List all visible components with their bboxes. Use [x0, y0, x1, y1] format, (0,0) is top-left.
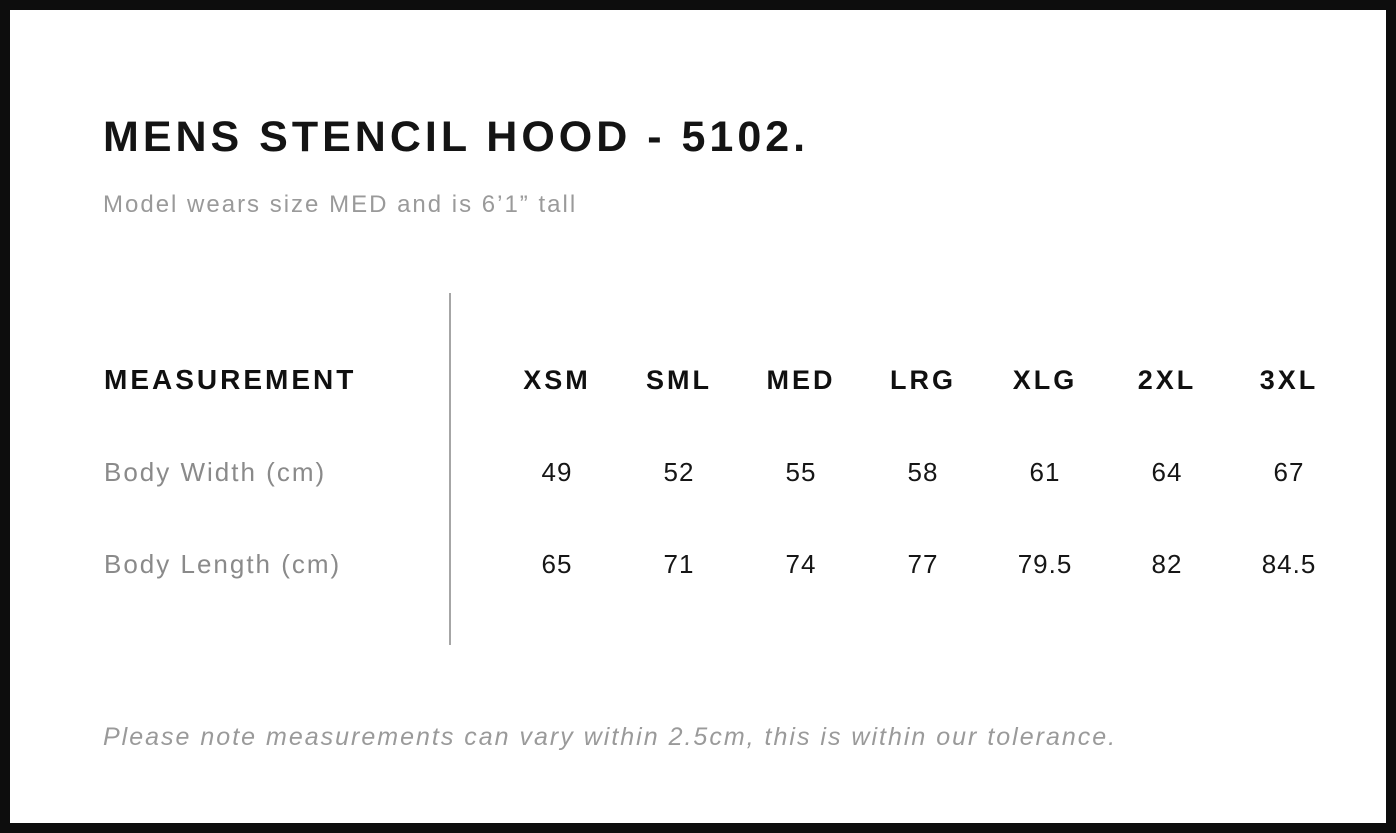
size-column-header-lrg: LRG — [890, 364, 956, 395]
body-length-xsm: 65 — [541, 548, 573, 579]
size-column-header-3xl: 3XL — [1259, 364, 1319, 395]
body-width-3xl: 67 — [1273, 456, 1305, 487]
body-width-xsm: 49 — [541, 456, 573, 487]
body-length-3xl: 84.5 — [1261, 548, 1317, 579]
size-table: MEASUREMENT XSM SML MED LRG XLG 2XL 3XL … — [104, 334, 1350, 610]
size-column-header-xlg: XLG — [1012, 364, 1078, 395]
body-length-2xl: 82 — [1151, 548, 1183, 579]
product-title: MENS STENCIL HOOD - 5102. — [103, 113, 810, 161]
body-length-sml: 71 — [663, 548, 695, 579]
model-size-note: Model wears size MED and is 6’1” tall — [103, 191, 578, 218]
body-length-xlg: 79.5 — [1017, 548, 1073, 579]
body-length-lrg: 77 — [907, 548, 939, 579]
size-column-header-2xl: 2XL — [1137, 364, 1197, 395]
table-column-divider — [449, 293, 451, 645]
tolerance-note: Please note measurements can vary within… — [103, 723, 1118, 751]
size-column-header-sml: SML — [646, 364, 712, 395]
measurement-column-header: MEASUREMENT — [104, 364, 357, 395]
row-label-body-width: Body Width (cm) — [104, 456, 327, 487]
body-width-lrg: 58 — [907, 456, 939, 487]
body-width-sml: 52 — [663, 456, 695, 487]
row-label-body-length: Body Length (cm) — [104, 548, 342, 579]
size-column-header-xsm: XSM — [523, 364, 591, 395]
body-width-med: 55 — [785, 456, 817, 487]
body-width-2xl: 64 — [1151, 456, 1183, 487]
body-width-xlg: 61 — [1029, 456, 1061, 487]
size-column-header-med: MED — [766, 364, 836, 395]
body-length-med: 74 — [785, 548, 817, 579]
